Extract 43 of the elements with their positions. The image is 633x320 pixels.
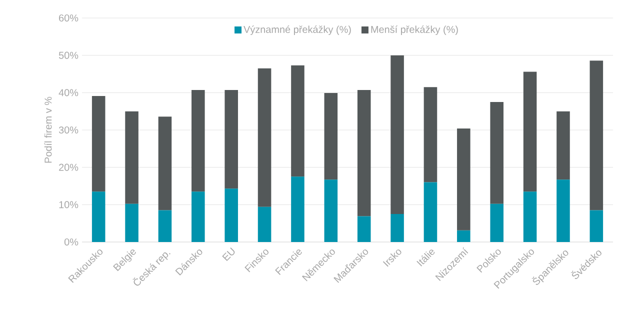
- bar: [424, 182, 438, 242]
- bar: [556, 111, 570, 180]
- bar: [357, 216, 371, 242]
- y-tick-label: 0%: [64, 238, 78, 246]
- bar: [125, 204, 138, 242]
- bar: [457, 230, 470, 242]
- bar: [224, 188, 238, 242]
- y-tick-label: 20%: [59, 164, 78, 171]
- bar: [523, 72, 537, 192]
- y-tick-label: 10%: [59, 201, 78, 208]
- bar: [590, 210, 604, 242]
- bar: [258, 206, 272, 242]
- bar: [192, 192, 205, 242]
- y-tick-label: 40%: [58, 89, 78, 96]
- bar: [523, 192, 537, 242]
- bar: [158, 116, 172, 210]
- bar: [390, 55, 404, 214]
- bar: [192, 90, 205, 192]
- bar: [125, 111, 138, 204]
- legend-label: Menší překážky (%): [371, 26, 458, 35]
- x-tick-label: EU: [222, 248, 235, 262]
- bar: [390, 214, 404, 242]
- y-tick-label: 30%: [58, 126, 78, 134]
- bar: [291, 65, 304, 177]
- y-axis-title: Podíl firem v %: [44, 96, 52, 163]
- bar: [490, 204, 504, 242]
- bar: [324, 180, 338, 242]
- y-tick-label: 50%: [58, 52, 78, 59]
- bar: [590, 60, 604, 210]
- bar: [92, 192, 106, 242]
- bar: [357, 90, 371, 216]
- bar: [457, 128, 470, 230]
- bar: [556, 180, 570, 242]
- bar: [224, 90, 238, 189]
- bar: [158, 210, 172, 242]
- bar: [490, 102, 504, 204]
- bar: [424, 87, 438, 182]
- y-tick-label: 60%: [59, 14, 78, 22]
- bar: [258, 68, 272, 207]
- bar: [324, 93, 338, 180]
- legend-label: Významné překážky (%): [244, 26, 351, 35]
- bar: [92, 96, 106, 192]
- bar: [291, 176, 304, 242]
